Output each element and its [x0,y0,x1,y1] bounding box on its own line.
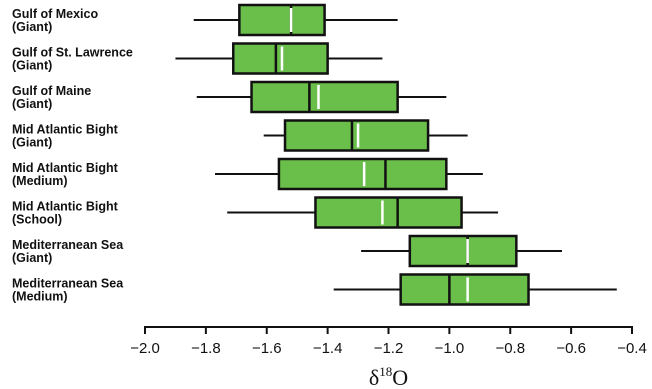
x-tick-label: −1.0 [435,340,465,357]
category-label-line2: (Medium) [12,290,68,304]
box-group [361,234,562,268]
x-tick-label: −2.0 [130,340,160,357]
x-tick-label: −1.2 [374,340,404,357]
category-label-line2: (Giant) [12,20,52,34]
category-label-line2: (Giant) [12,136,52,150]
x-tick-label: −1.4 [313,340,343,357]
box-group [333,273,617,306]
x-tick-label: −1.6 [252,340,282,357]
x-axis-title-base: δ [369,365,379,389]
box [408,234,518,268]
x-axis-title-superscript: 18 [379,364,392,379]
box [283,119,430,152]
category-labels: Gulf of Mexico(Giant)Gulf of St. Lawrenc… [12,7,133,304]
box [399,273,530,306]
category-label-line2: (Giant) [12,97,52,111]
box [238,3,326,37]
box-group [175,42,383,75]
x-axis-title: δ18O [369,364,408,389]
category-label-line1: Mediterranean Sea [12,277,124,291]
box-group [227,196,499,229]
box [232,42,329,75]
x-tick-label: −0.8 [495,340,525,357]
category-label-line1: Mid Atlantic Bight [12,161,119,175]
category-label-line1: Gulf of Mexico [12,7,98,21]
category-label-line2: (Giant) [12,251,52,265]
x-tick-label: −1.8 [191,340,221,357]
box-group [196,80,447,114]
x-tick-label: −0.4 [617,340,647,357]
category-label-line2: (Giant) [12,59,52,73]
x-axis-title-tail: O [392,365,408,389]
box [277,157,448,191]
box-group [193,3,398,37]
box [250,80,399,114]
box [314,196,463,229]
category-label-line2: (School) [12,213,62,227]
category-label-line1: Mediterranean Sea [12,238,124,252]
category-label-line1: Mid Atlantic Bight [12,200,119,214]
category-label-line1: Mid Atlantic Bight [12,123,119,137]
box-group [263,119,468,152]
box-series [175,3,617,306]
category-label-line2: (Medium) [12,174,68,188]
x-tick-label: −0.6 [556,340,586,357]
category-label-line1: Gulf of St. Lawrence [12,46,133,60]
category-label-line1: Gulf of Maine [12,84,91,98]
x-axis: −2.0 −1.8 −1.6 −1.4 −1.2 −1.0 −0.8 −0.6 −0.4 [130,326,647,357]
box-group [215,157,483,191]
